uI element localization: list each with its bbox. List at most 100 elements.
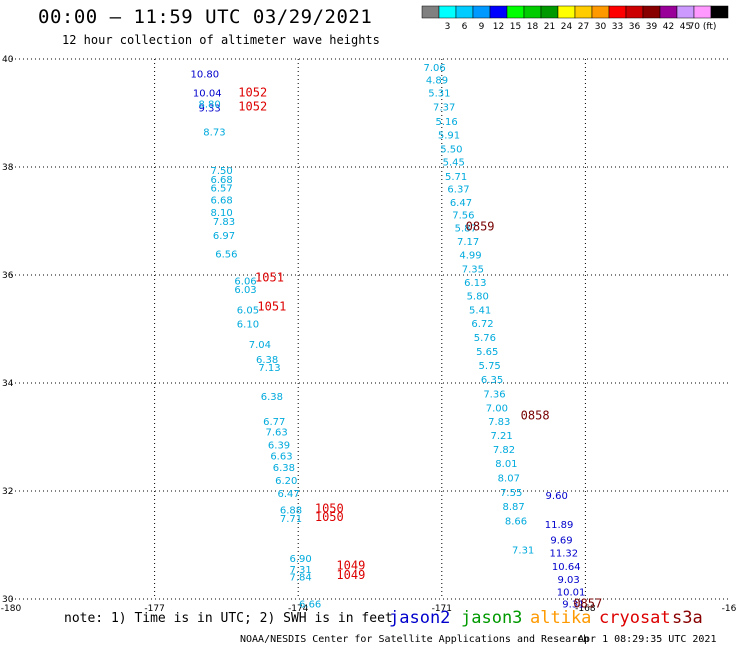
y-axis-ticks: 30 32 34 36 38 40 xyxy=(2,55,14,605)
wave-height-label: 5.91 xyxy=(438,131,460,142)
chart-title: 00:00 – 11:59 UTC 03/29/2021 xyxy=(38,6,373,28)
wave-height-label: 5.41 xyxy=(469,306,491,317)
wave-height-label: 9.33 xyxy=(199,104,221,115)
wave-height-label: 5.31 xyxy=(428,88,450,99)
wave-height-label: 5.65 xyxy=(476,347,498,358)
pass-time-label: 1050 xyxy=(315,501,344,515)
color-legend-label: 9 xyxy=(479,22,485,32)
legend-jason3: jason3 xyxy=(461,608,523,628)
footer-note: note: 1) Time is in UTC; 2) SWH is in fe… xyxy=(64,611,393,626)
color-legend-label: 18 xyxy=(527,22,539,32)
color-legend-label: 39 xyxy=(646,22,658,32)
wave-height-label: 7.83 xyxy=(488,417,510,428)
wave-height-label: 6.38 xyxy=(273,463,295,474)
color-legend-swatch xyxy=(642,5,661,19)
wave-height-label: 9.31 xyxy=(562,599,584,610)
wave-height-label: 6.06 xyxy=(234,276,256,287)
wave-height-label: 7.56 xyxy=(452,211,474,222)
wave-height-label: 6.63 xyxy=(270,451,292,462)
wave-height-label: 4.99 xyxy=(459,250,481,261)
pass-time-label: 0857 xyxy=(573,596,602,610)
wave-height-label: 10.64 xyxy=(552,562,581,573)
color-legend-swatch xyxy=(472,5,491,19)
wave-height-label: 7.50 xyxy=(210,166,232,177)
wave-height-label: 6.90 xyxy=(289,554,311,565)
wave-height-label: 8.07 xyxy=(498,474,520,485)
y-tick-label: 34 xyxy=(2,379,14,389)
wave-height-label: 9.03 xyxy=(558,575,580,586)
wave-height-label: 5.50 xyxy=(440,145,462,156)
pass-time-label: 1052 xyxy=(238,100,267,114)
color-legend-swatch xyxy=(710,5,729,19)
color-legend-label: 42 xyxy=(663,22,674,32)
wave-height-label: 6.35 xyxy=(481,375,503,386)
wave-height-label: 7.84 xyxy=(289,572,311,583)
wave-height-label: 5.80 xyxy=(467,292,489,303)
color-legend-label: 70 (ft) xyxy=(689,22,717,32)
wave-height-label: 7.00 xyxy=(486,403,508,414)
wave-height-label: 7.13 xyxy=(258,363,280,374)
wave-height-label: 7.37 xyxy=(433,103,455,114)
wave-height-label: 7.83 xyxy=(213,217,235,228)
color-legend-label: 24 xyxy=(561,22,573,32)
wave-height-label: 4.89 xyxy=(426,76,448,87)
color-legend-label: 36 xyxy=(629,22,641,32)
wave-height-label: 6.97 xyxy=(213,231,235,242)
wave-height-label: 6.68 xyxy=(210,175,232,186)
wave-height-label: 10.01 xyxy=(557,587,586,598)
wave-height-label: 7.55 xyxy=(500,488,522,499)
wave-height-label: 5.45 xyxy=(443,158,465,169)
grid-lines xyxy=(11,58,729,600)
wave-height-label: 8.80 xyxy=(199,99,221,110)
color-legend-swatch xyxy=(421,5,440,19)
wave-height-label: 6.72 xyxy=(471,319,493,330)
wave-height-label: 7.04 xyxy=(249,340,271,351)
x-tick-label: -180 xyxy=(1,604,22,614)
color-legend-label: 3 xyxy=(445,22,451,32)
color-legend-label: 33 xyxy=(612,22,623,32)
wave-height-label: 6.03 xyxy=(234,285,256,296)
wave-height-label: 7.17 xyxy=(457,237,479,248)
wave-height-label: 10.80 xyxy=(191,70,220,81)
color-legend-label: 30 xyxy=(595,22,607,32)
color-legend-swatch xyxy=(676,5,695,19)
wave-height-label: 6.13 xyxy=(464,278,486,289)
wave-height-label: 6.38 xyxy=(256,355,278,366)
wave-height-label: 6.88 xyxy=(280,505,302,516)
wave-height-label: 8.10 xyxy=(210,208,232,219)
wave-height-label: 8.87 xyxy=(502,502,524,513)
legend-altika: altika xyxy=(530,608,592,628)
footer-credit: NOAA/NESDIS Center for Satellite Applica… xyxy=(240,634,590,645)
color-legend-swatch xyxy=(659,5,678,19)
color-legend-swatch xyxy=(540,5,559,19)
color-legend-label: 45 xyxy=(680,22,691,32)
pass-time-label: 1050 xyxy=(315,510,344,524)
color-legend-swatch xyxy=(455,5,474,19)
wave-height-label: 8.01 xyxy=(495,459,517,470)
x-tick-label: -177 xyxy=(144,604,164,614)
color-legend-swatch xyxy=(625,5,644,19)
color-legend-swatch xyxy=(506,5,525,19)
wave-height-label: 11.89 xyxy=(545,520,574,531)
wave-height-label: 6.66 xyxy=(299,599,321,610)
wave-height-label: 5.87 xyxy=(455,223,477,234)
wave-height-label: 6.57 xyxy=(210,184,232,195)
legend-s3a: s3a xyxy=(672,608,703,628)
color-legend-label: 6 xyxy=(462,22,468,32)
x-axis-ticks: -180 -177 -174 -171 -168 -16 xyxy=(1,604,737,614)
y-tick-label: 38 xyxy=(2,163,14,173)
wave-height-label: 5.71 xyxy=(445,172,467,183)
legend-cryosat: cryosat xyxy=(599,608,671,628)
wave-height-label: 5.75 xyxy=(479,361,501,372)
color-legend-label: 27 xyxy=(578,22,589,32)
wave-height-label: 6.56 xyxy=(215,249,237,260)
color-legend-label: 21 xyxy=(544,22,555,32)
color-legend-swatch xyxy=(574,5,593,19)
wave-height-label: 10.04 xyxy=(193,88,222,99)
pass-time-label: 0858 xyxy=(521,408,550,422)
wave-height-label: 5.76 xyxy=(474,333,496,344)
color-legend-swatch xyxy=(591,5,610,19)
wave-height-label: 6.20 xyxy=(275,476,297,487)
color-legend-label: 15 xyxy=(510,22,521,32)
